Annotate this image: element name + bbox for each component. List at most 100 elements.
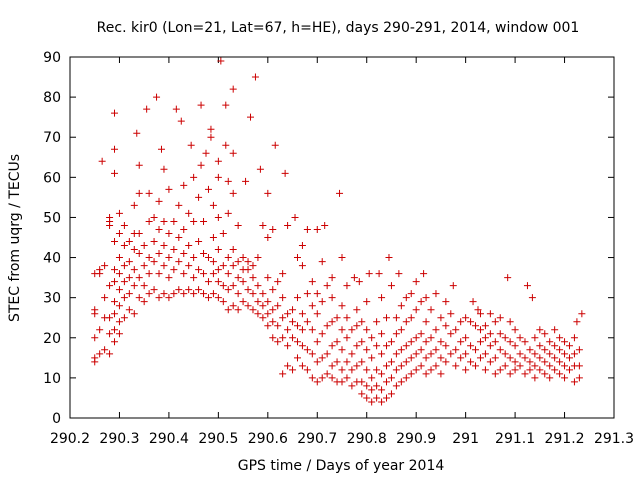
data-point [172,105,180,113]
data-point [219,298,227,306]
data-point [96,326,104,334]
data-point [501,334,509,342]
data-point [111,338,119,346]
data-point [120,221,128,229]
data-point [160,262,168,270]
data-point [195,238,203,246]
data-point [214,246,222,254]
data-point [561,338,569,346]
data-point [239,254,247,262]
data-point [224,254,232,262]
data-point [402,358,410,366]
data-point [180,290,188,298]
data-point [200,217,208,225]
data-point [511,342,519,350]
data-point [442,358,450,366]
x-tick-label: 290.4 [149,431,189,447]
data-point [523,282,531,290]
data-point [353,362,361,370]
data-point [115,330,123,338]
data-point [254,282,262,290]
data-point [412,350,420,358]
data-point [313,225,321,233]
data-point [348,382,356,390]
data-point [155,250,163,258]
data-point [462,314,470,322]
data-point [556,346,564,354]
data-point [308,278,316,286]
data-point [256,165,264,173]
data-point [452,326,460,334]
data-point [125,258,133,266]
data-point [496,314,504,322]
data-point [160,217,168,225]
data-point [145,290,153,298]
data-point [214,213,222,221]
data-point [244,258,252,266]
data-point [373,366,381,374]
data-point [449,282,457,290]
data-point [338,254,346,262]
data-point [378,386,386,394]
data-point [219,229,227,237]
data-point [264,234,272,241]
data-point [397,362,405,370]
data-point [269,306,277,314]
data-point [120,294,128,302]
data-point [190,173,198,181]
data-point [387,282,395,290]
data-point [259,314,267,322]
data-point [209,290,217,298]
data-point [333,338,341,346]
data-point [526,366,534,374]
data-point [293,338,301,346]
data-point [556,334,564,342]
data-point [135,294,143,302]
data-point [417,330,425,338]
data-point [457,318,465,326]
data-point [264,189,272,197]
data-point [318,298,326,306]
data-point [204,294,212,302]
data-point [200,250,208,258]
data-point [106,314,114,322]
data-point [298,262,306,270]
y-tick-label: 40 [43,251,61,267]
data-point [575,346,583,354]
data-point [373,342,381,350]
data-point [279,314,287,322]
data-point [229,262,237,270]
data-point [328,274,336,282]
data-point [343,314,351,322]
data-point [224,286,232,294]
x-tick-label: 291 [452,431,479,447]
data-point [551,366,559,374]
data-point [343,374,351,382]
data-point [111,266,119,274]
data-point [150,286,158,294]
data-point [358,378,366,386]
data-point [284,342,292,350]
data-point [140,262,148,270]
data-point [546,338,554,346]
data-point [561,374,569,382]
data-point [407,314,415,322]
data-point [486,310,494,318]
y-tick-label: 10 [43,371,61,387]
data-point [417,346,425,354]
data-point [145,254,153,262]
data-point [328,362,336,370]
data-point [197,101,205,109]
data-point [106,350,114,358]
data-point [363,394,371,402]
data-point [254,254,262,262]
data-point [412,334,420,342]
data-point [422,294,430,302]
data-point [368,374,376,382]
data-point [130,201,138,209]
data-point [318,258,326,266]
data-point [392,382,400,390]
data-point [313,338,321,346]
data-point [111,310,119,318]
data-point [506,370,514,378]
